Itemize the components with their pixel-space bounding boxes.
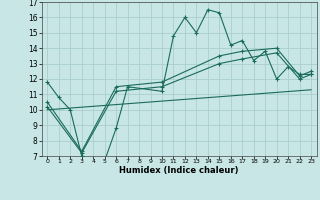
X-axis label: Humidex (Indice chaleur): Humidex (Indice chaleur) <box>119 166 239 175</box>
